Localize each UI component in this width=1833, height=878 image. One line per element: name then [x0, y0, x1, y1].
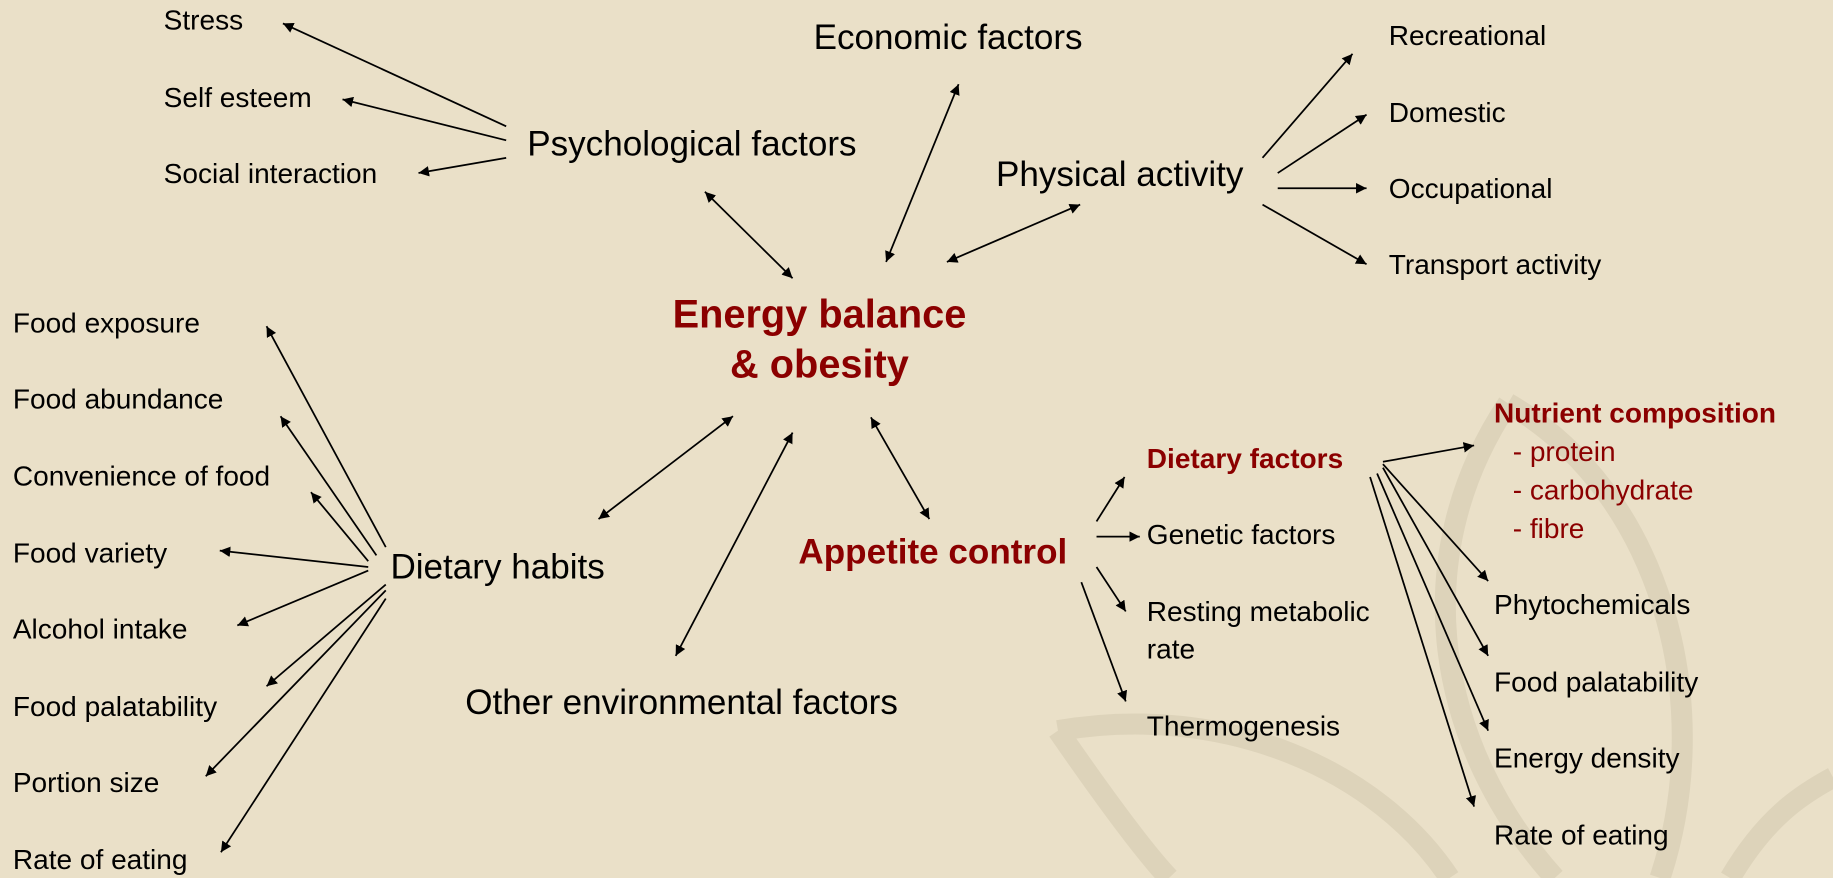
- arrow: [1383, 445, 1474, 461]
- node-label: Social interaction: [164, 158, 378, 189]
- node-label: - protein: [1513, 436, 1616, 467]
- node-label: Stress: [164, 5, 244, 36]
- node-label: Nutrient composition: [1494, 397, 1776, 428]
- labels: Energy balance & obesity Stress Self este…: [13, 5, 1776, 875]
- node-label: Thermogenesis: [1147, 711, 1340, 742]
- node-label: Convenience of food: [13, 461, 270, 492]
- node-label: Economic factors: [814, 18, 1083, 57]
- arrow: [599, 416, 733, 519]
- arrow: [267, 585, 386, 687]
- node-label: Physical activity: [996, 155, 1244, 194]
- arrow: [1097, 477, 1125, 521]
- node-label: Genetic factors: [1147, 519, 1336, 550]
- arrow: [1097, 567, 1126, 611]
- arrow: [343, 99, 507, 140]
- node-label: Resting metabolic: [1147, 596, 1370, 627]
- center-title: Energy balance: [673, 292, 967, 336]
- arrow: [705, 192, 793, 279]
- arrow: [281, 416, 377, 555]
- arrow: [1263, 205, 1367, 265]
- node-label: Psychological factors: [527, 124, 856, 163]
- node-label: Dietary factors: [1147, 443, 1343, 474]
- node-label: Energy density: [1494, 742, 1680, 773]
- leaf: [1058, 731, 1169, 878]
- arrow: [947, 205, 1080, 262]
- arrow: [886, 84, 958, 262]
- node-label: Dietary habits: [390, 548, 604, 587]
- diagram: Energy balance & obesity Stress Self este…: [0, 0, 1833, 878]
- node-label: Food palatability: [1494, 666, 1698, 697]
- node-label: Domestic: [1389, 97, 1506, 128]
- leaf: [1730, 777, 1833, 878]
- node-label: rate: [1147, 634, 1195, 665]
- node-label: Recreational: [1389, 20, 1546, 51]
- arrow: [1263, 54, 1353, 158]
- node-label: Food abundance: [13, 383, 224, 414]
- arrow: [871, 417, 929, 519]
- node-label: Self esteem: [164, 82, 312, 113]
- arrow: [1377, 473, 1488, 730]
- node-label: Portion size: [13, 767, 160, 798]
- arrow: [283, 23, 506, 126]
- node-label: Other environmental factors: [465, 683, 898, 722]
- node-label: Food palatability: [13, 691, 217, 722]
- node-label: Phytochemicals: [1494, 589, 1690, 620]
- arrow: [1278, 115, 1367, 173]
- arrow: [206, 590, 386, 776]
- page: Energy balance & obesity {"center": {"li…: [0, 0, 1833, 878]
- node-label: Food variety: [13, 538, 167, 569]
- node-label: Occupational: [1389, 173, 1553, 204]
- arrow: [221, 599, 386, 853]
- node-label: - carbohydrate: [1513, 475, 1694, 506]
- arrow: [267, 326, 386, 547]
- node-label: Transport activity: [1389, 249, 1602, 280]
- body: Energy balance & obesity Stress Self este…: [0, 0, 1833, 878]
- node-label: Appetite control: [798, 532, 1067, 571]
- arrow: [419, 158, 507, 173]
- node-label: - fibre: [1513, 513, 1585, 544]
- arrow: [676, 433, 793, 656]
- center-title: & obesity: [730, 343, 909, 387]
- node-label: Food exposure: [13, 307, 200, 338]
- node-label: Alcohol intake: [13, 614, 188, 645]
- node-label: Rate of eating: [13, 844, 188, 875]
- node-label: Rate of eating: [1494, 819, 1669, 850]
- arrow: [220, 551, 368, 567]
